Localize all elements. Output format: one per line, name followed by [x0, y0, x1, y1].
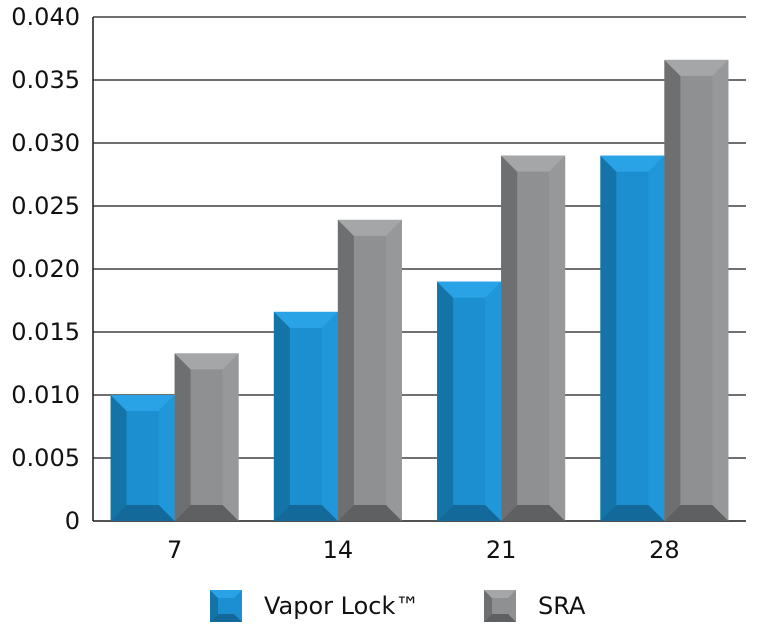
bar-bevel-top — [501, 155, 566, 172]
bar-bevel-top — [110, 395, 175, 411]
bar-bevel-right — [222, 353, 239, 521]
x-tick-label: 28 — [649, 536, 680, 564]
bar-sra-28 — [664, 59, 729, 522]
bar-vapor-lock-14 — [273, 311, 338, 521]
bar-vapor-lock-28 — [600, 155, 665, 521]
bar-bevel-top — [437, 281, 502, 298]
legend-label-vapor-lock: Vapor Lock™ — [264, 592, 420, 620]
bar-bevel-bottom — [174, 505, 239, 521]
y-tick-label: 0.025 — [11, 192, 80, 220]
bar-bevel-right — [385, 219, 402, 522]
y-tick-label: 0.030 — [11, 129, 80, 157]
legend: Vapor Lock™ SRA — [0, 590, 758, 634]
legend-swatch-vapor-lock — [210, 590, 242, 622]
bar-bevel-right — [158, 395, 175, 521]
bar-bevel-left — [174, 353, 191, 521]
y-tick-label: 0 — [65, 507, 80, 535]
bar-bevel-left — [273, 311, 290, 521]
y-tick-label: 0.020 — [11, 255, 80, 283]
bar-bevel-right — [321, 311, 338, 521]
bar-bevel-right — [648, 155, 665, 521]
bar-bevel-right — [485, 281, 502, 521]
legend-label-sra: SRA — [538, 592, 586, 620]
y-tick-label: 0.040 — [11, 3, 80, 31]
bar-bevel-left — [600, 155, 617, 521]
bar-bevel-bottom — [501, 505, 566, 521]
bar-bevel-top — [174, 353, 239, 370]
x-tick-label: 21 — [486, 536, 517, 564]
bar-vapor-lock-7 — [110, 395, 175, 521]
bar-bevel-top — [337, 219, 402, 236]
y-tick-label: 0.035 — [11, 66, 80, 94]
y-tick-label: 0.005 — [11, 444, 80, 472]
bar-bevel-left — [110, 395, 127, 521]
bar-bevel-top — [273, 311, 338, 328]
legend-swatch-sra — [484, 590, 516, 622]
bar-bevel-bottom — [437, 505, 502, 521]
bar-vapor-lock-21 — [437, 281, 502, 521]
x-tick-label: 14 — [323, 536, 354, 564]
legend-item-sra: SRA — [484, 590, 585, 622]
y-tick-label: 0.015 — [11, 318, 80, 346]
x-tick-label: 7 — [167, 536, 182, 564]
y-tick-label: 0.010 — [11, 381, 80, 409]
bar-bevel-top — [664, 59, 729, 76]
chart-canvas: 0 0.005 0.010 0.015 0.020 0.025 0.030 0.035 0.04… — [11, 3, 746, 564]
bar-bevel-bottom — [600, 505, 665, 521]
bar-sra-7 — [174, 353, 239, 521]
bar-bevel-left — [437, 281, 454, 521]
legend-item-vapor-lock: Vapor Lock™ — [210, 590, 419, 622]
bar-bevel-top — [600, 155, 665, 172]
bar-bevel-bottom — [664, 505, 729, 521]
bar-sra-14 — [337, 219, 402, 522]
bar-bevel-bottom — [273, 505, 338, 521]
bar-bevel-left — [337, 219, 354, 522]
bar-bevel-left — [501, 155, 518, 521]
bar-bevel-left — [664, 59, 681, 522]
bar-bevel-right — [549, 155, 566, 521]
bar-bevel-bottom — [110, 505, 175, 521]
bar-bevel-bottom — [337, 505, 402, 521]
bar-sra-21 — [501, 155, 566, 521]
bar-bevel-right — [712, 59, 729, 522]
